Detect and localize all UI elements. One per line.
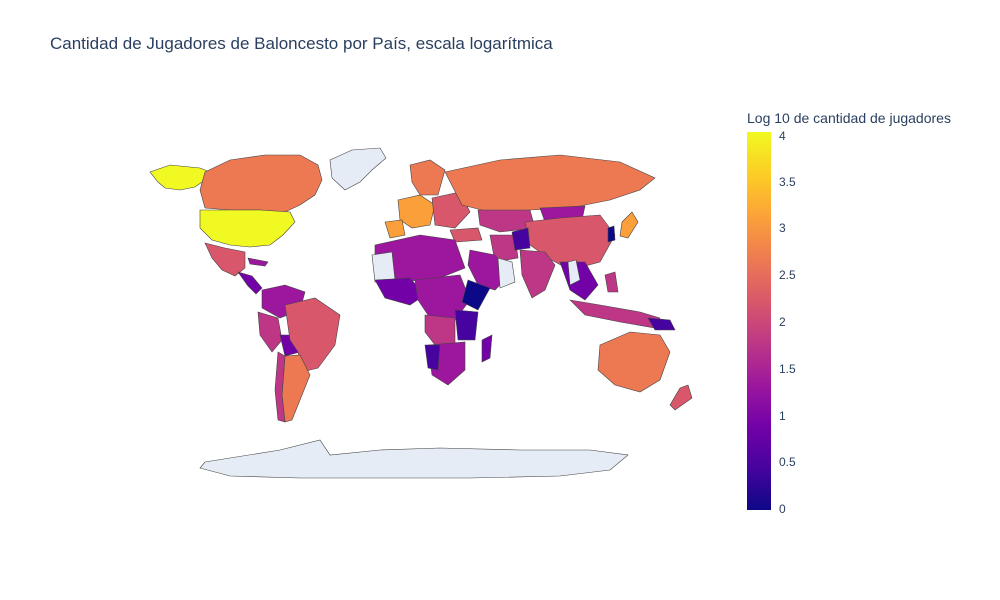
chile[interactable] xyxy=(274,351,286,423)
russia[interactable] xyxy=(444,154,656,213)
australia[interactable] xyxy=(597,331,671,393)
colorbar-tick-1.5: 1.5 xyxy=(779,362,796,376)
central-america[interactable] xyxy=(237,271,263,295)
colorbar-tick-3: 3 xyxy=(779,221,786,235)
congo[interactable] xyxy=(424,314,456,346)
colorbar-tick-4: 4 xyxy=(779,129,786,143)
turkey[interactable] xyxy=(449,227,483,243)
colorbar-tick-2.5: 2.5 xyxy=(779,268,796,282)
horn-of-africa[interactable] xyxy=(461,279,491,311)
southeast-asia[interactable] xyxy=(559,261,599,301)
iberia[interactable] xyxy=(384,219,406,239)
korea[interactable] xyxy=(607,225,616,243)
west-africa[interactable] xyxy=(374,277,426,306)
iran[interactable] xyxy=(489,234,519,263)
antarctica[interactable] xyxy=(199,439,629,479)
indonesia[interactable] xyxy=(569,299,661,329)
alaska[interactable] xyxy=(149,164,211,191)
brazil[interactable] xyxy=(284,297,341,373)
colorbar-tick-0.5: 0.5 xyxy=(779,455,796,469)
new-zealand[interactable] xyxy=(669,384,693,411)
madagascar[interactable] xyxy=(481,334,493,363)
chart-title: Cantidad de Jugadores de Baloncesto por … xyxy=(50,34,553,53)
colorbar-tick-0: 0 xyxy=(779,502,786,516)
colorbar-tick-2: 2 xyxy=(779,315,786,329)
peru[interactable] xyxy=(257,311,283,353)
indochina-nodata[interactable] xyxy=(567,259,581,286)
western-europe[interactable] xyxy=(397,194,436,229)
western-sahara[interactable] xyxy=(371,251,396,283)
cuba[interactable] xyxy=(247,257,269,267)
afghanistan[interactable] xyxy=(511,227,531,251)
japan[interactable] xyxy=(619,211,639,239)
png[interactable] xyxy=(647,317,676,331)
angola[interactable] xyxy=(424,344,441,371)
central-asia[interactable] xyxy=(477,209,536,233)
scandinavia[interactable] xyxy=(409,159,446,196)
east-africa[interactable] xyxy=(454,309,479,341)
colorbar-tick-3.5: 3.5 xyxy=(779,175,796,189)
colorbar-tick-1: 1 xyxy=(779,409,786,423)
colorbar xyxy=(747,132,771,510)
greenland[interactable] xyxy=(329,147,387,191)
mexico[interactable] xyxy=(204,242,246,277)
usa[interactable] xyxy=(199,209,296,248)
philippines[interactable] xyxy=(604,271,619,293)
colorbar-title: Log 10 de cantidad de jugadores xyxy=(747,110,951,126)
canada[interactable] xyxy=(199,154,323,213)
oman-yemen[interactable] xyxy=(497,257,516,289)
india[interactable] xyxy=(519,249,556,299)
